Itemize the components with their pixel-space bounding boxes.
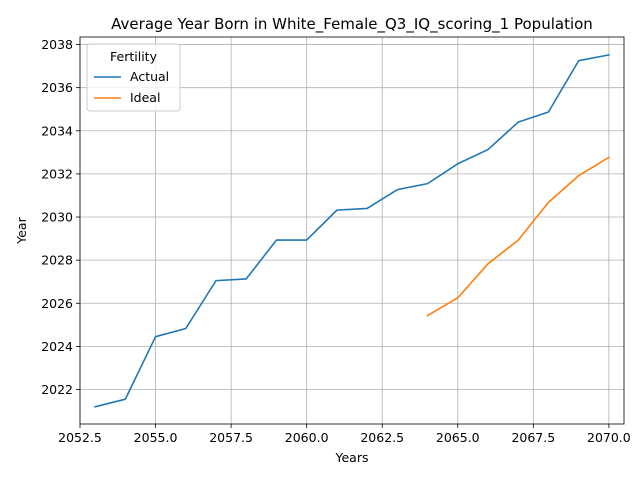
x-tick-label: 2057.5 — [209, 430, 253, 445]
legend-label-ideal: Ideal — [130, 90, 160, 105]
y-tick-label: 2026 — [41, 296, 73, 311]
x-tick-label: 2065.0 — [436, 430, 480, 445]
chart-title: Average Year Born in White_Female_Q3_IQ_… — [111, 15, 593, 34]
y-tick-label: 2034 — [41, 123, 73, 138]
y-tick-label: 2028 — [41, 253, 73, 268]
series-layer — [94, 53, 610, 408]
y-axis: 2022 2024 2026 2028 2030 2032 2034 2036 2038 — [41, 37, 80, 397]
x-tick-label: 2067.5 — [511, 430, 555, 445]
x-tick-label: 2062.5 — [360, 430, 404, 445]
x-tick-label: 2060.0 — [285, 430, 329, 445]
x-axis-label: Years — [335, 450, 369, 465]
x-axis: 2052.5 2055.0 2057.5 2060.0 2062.5 2065.0 2067… — [58, 424, 631, 445]
x-tick-label: 2055.0 — [134, 430, 178, 445]
x-tick-label: 2052.5 — [58, 430, 102, 445]
y-tick-label: 2030 — [41, 210, 73, 225]
y-axis-label: Year — [14, 216, 29, 244]
y-tick-label: 2032 — [41, 166, 73, 181]
series-line-ideal — [426, 156, 610, 317]
grid-lines — [79, 37, 624, 424]
legend: Fertility Actual Ideal — [86, 43, 181, 112]
legend-box — [86, 43, 181, 112]
legend-title: Fertility — [110, 49, 158, 64]
legend-label-actual: Actual — [130, 69, 169, 84]
y-tick-label: 2022 — [41, 382, 73, 397]
y-tick-label: 2036 — [41, 80, 73, 95]
y-tick-label: 2038 — [41, 37, 73, 52]
x-tick-label: 2070.0 — [587, 430, 631, 445]
y-tick-label: 2024 — [41, 339, 73, 354]
plot-frame — [79, 36, 625, 425]
series-line-actual — [94, 53, 610, 408]
legend-items: Actual Ideal — [94, 69, 169, 105]
